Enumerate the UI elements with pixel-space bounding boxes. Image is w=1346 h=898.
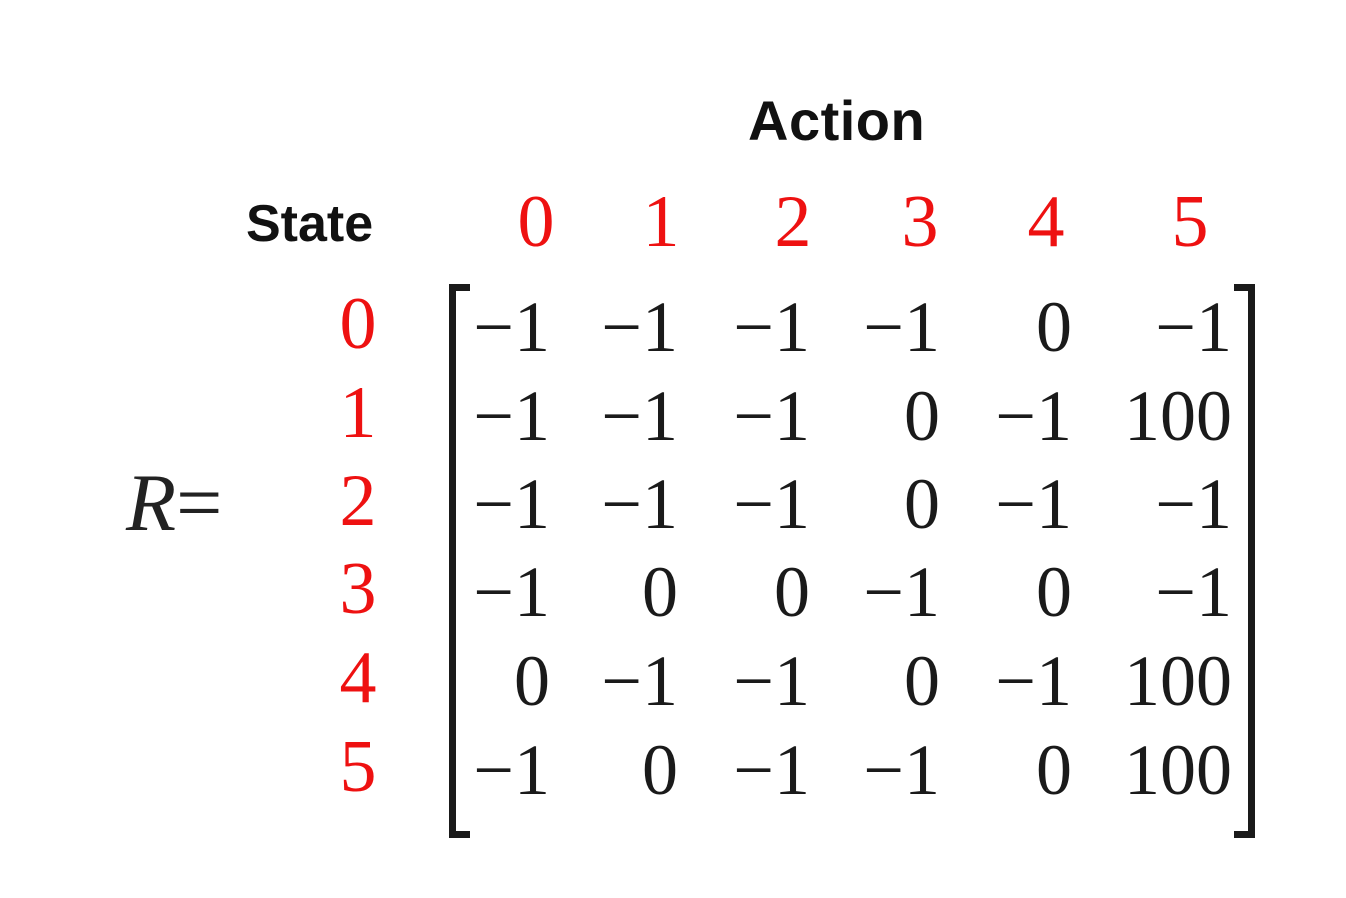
state-index-1: 1 (339, 372, 377, 454)
matrix-cell-r2-c0: −1 (473, 464, 550, 544)
matrix-cell-r4-c0: 0 (514, 641, 550, 721)
state-index-0: 0 (339, 283, 377, 365)
matrix-cell-r0-c1: −1 (601, 287, 678, 367)
matrix-cell-r3-c5: −1 (1155, 552, 1232, 632)
state-index-2: 2 (339, 460, 377, 542)
action-axis-label: Action (748, 89, 926, 152)
matrix-cell-r2-c4: −1 (995, 464, 1072, 544)
matrix-cell-r3-c2: 0 (774, 552, 810, 632)
equals-sign: = (176, 457, 223, 548)
state-index-5: 5 (339, 726, 377, 808)
action-index-0: 0 (517, 181, 555, 263)
matrix-symbol-letter: R (126, 457, 177, 548)
matrix-cell-r1-c2: −1 (733, 376, 810, 456)
matrix-cell-r2-c2: −1 (733, 464, 810, 544)
state-index-4: 4 (339, 637, 377, 719)
state-index-3: 3 (339, 548, 377, 630)
matrix-cell-r4-c5: 100 (1124, 641, 1232, 721)
action-index-5: 5 (1171, 181, 1209, 263)
matrix-cell-r5-c4: 0 (1036, 730, 1072, 810)
matrix-cell-r2-c1: −1 (601, 464, 678, 544)
action-index-2: 2 (774, 181, 812, 263)
matrix-cell-r5-c1: 0 (642, 730, 678, 810)
matrix-cell-r5-c2: −1 (733, 730, 810, 810)
matrix-cell-r4-c3: 0 (904, 641, 940, 721)
matrix-right-bracket (1234, 284, 1255, 838)
matrix-cell-r0-c2: −1 (733, 287, 810, 367)
matrix-cell-r4-c1: −1 (601, 641, 678, 721)
matrix-cell-r1-c0: −1 (473, 376, 550, 456)
matrix-cell-r5-c0: −1 (473, 730, 550, 810)
matrix-cell-r1-c1: −1 (601, 376, 678, 456)
matrix-left-bracket (449, 284, 470, 838)
action-index-4: 4 (1027, 181, 1065, 263)
matrix-cell-r5-c5: 100 (1124, 730, 1232, 810)
matrix-cell-r0-c4: 0 (1036, 287, 1072, 367)
matrix-cell-r3-c4: 0 (1036, 552, 1072, 632)
matrix-cell-r3-c0: −1 (473, 552, 550, 632)
matrix-cell-r2-c3: 0 (904, 464, 940, 544)
matrix-cell-r5-c3: −1 (863, 730, 940, 810)
state-axis-label: State (246, 195, 374, 253)
matrix-symbol: R= (126, 456, 222, 550)
action-index-1: 1 (642, 181, 680, 263)
matrix-cell-r1-c3: 0 (904, 376, 940, 456)
matrix-cell-r2-c5: −1 (1155, 464, 1232, 544)
matrix-cell-r3-c1: 0 (642, 552, 678, 632)
matrix-cell-r0-c5: −1 (1155, 287, 1232, 367)
matrix-cell-r1-c5: 100 (1124, 376, 1232, 456)
matrix-cell-r3-c3: −1 (863, 552, 940, 632)
matrix-cell-r4-c2: −1 (733, 641, 810, 721)
matrix-cell-r0-c3: −1 (863, 287, 940, 367)
matrix-cell-r4-c4: −1 (995, 641, 1072, 721)
matrix-cell-r1-c4: −1 (995, 376, 1072, 456)
matrix-cell-r0-c0: −1 (473, 287, 550, 367)
action-index-3: 3 (901, 181, 939, 263)
